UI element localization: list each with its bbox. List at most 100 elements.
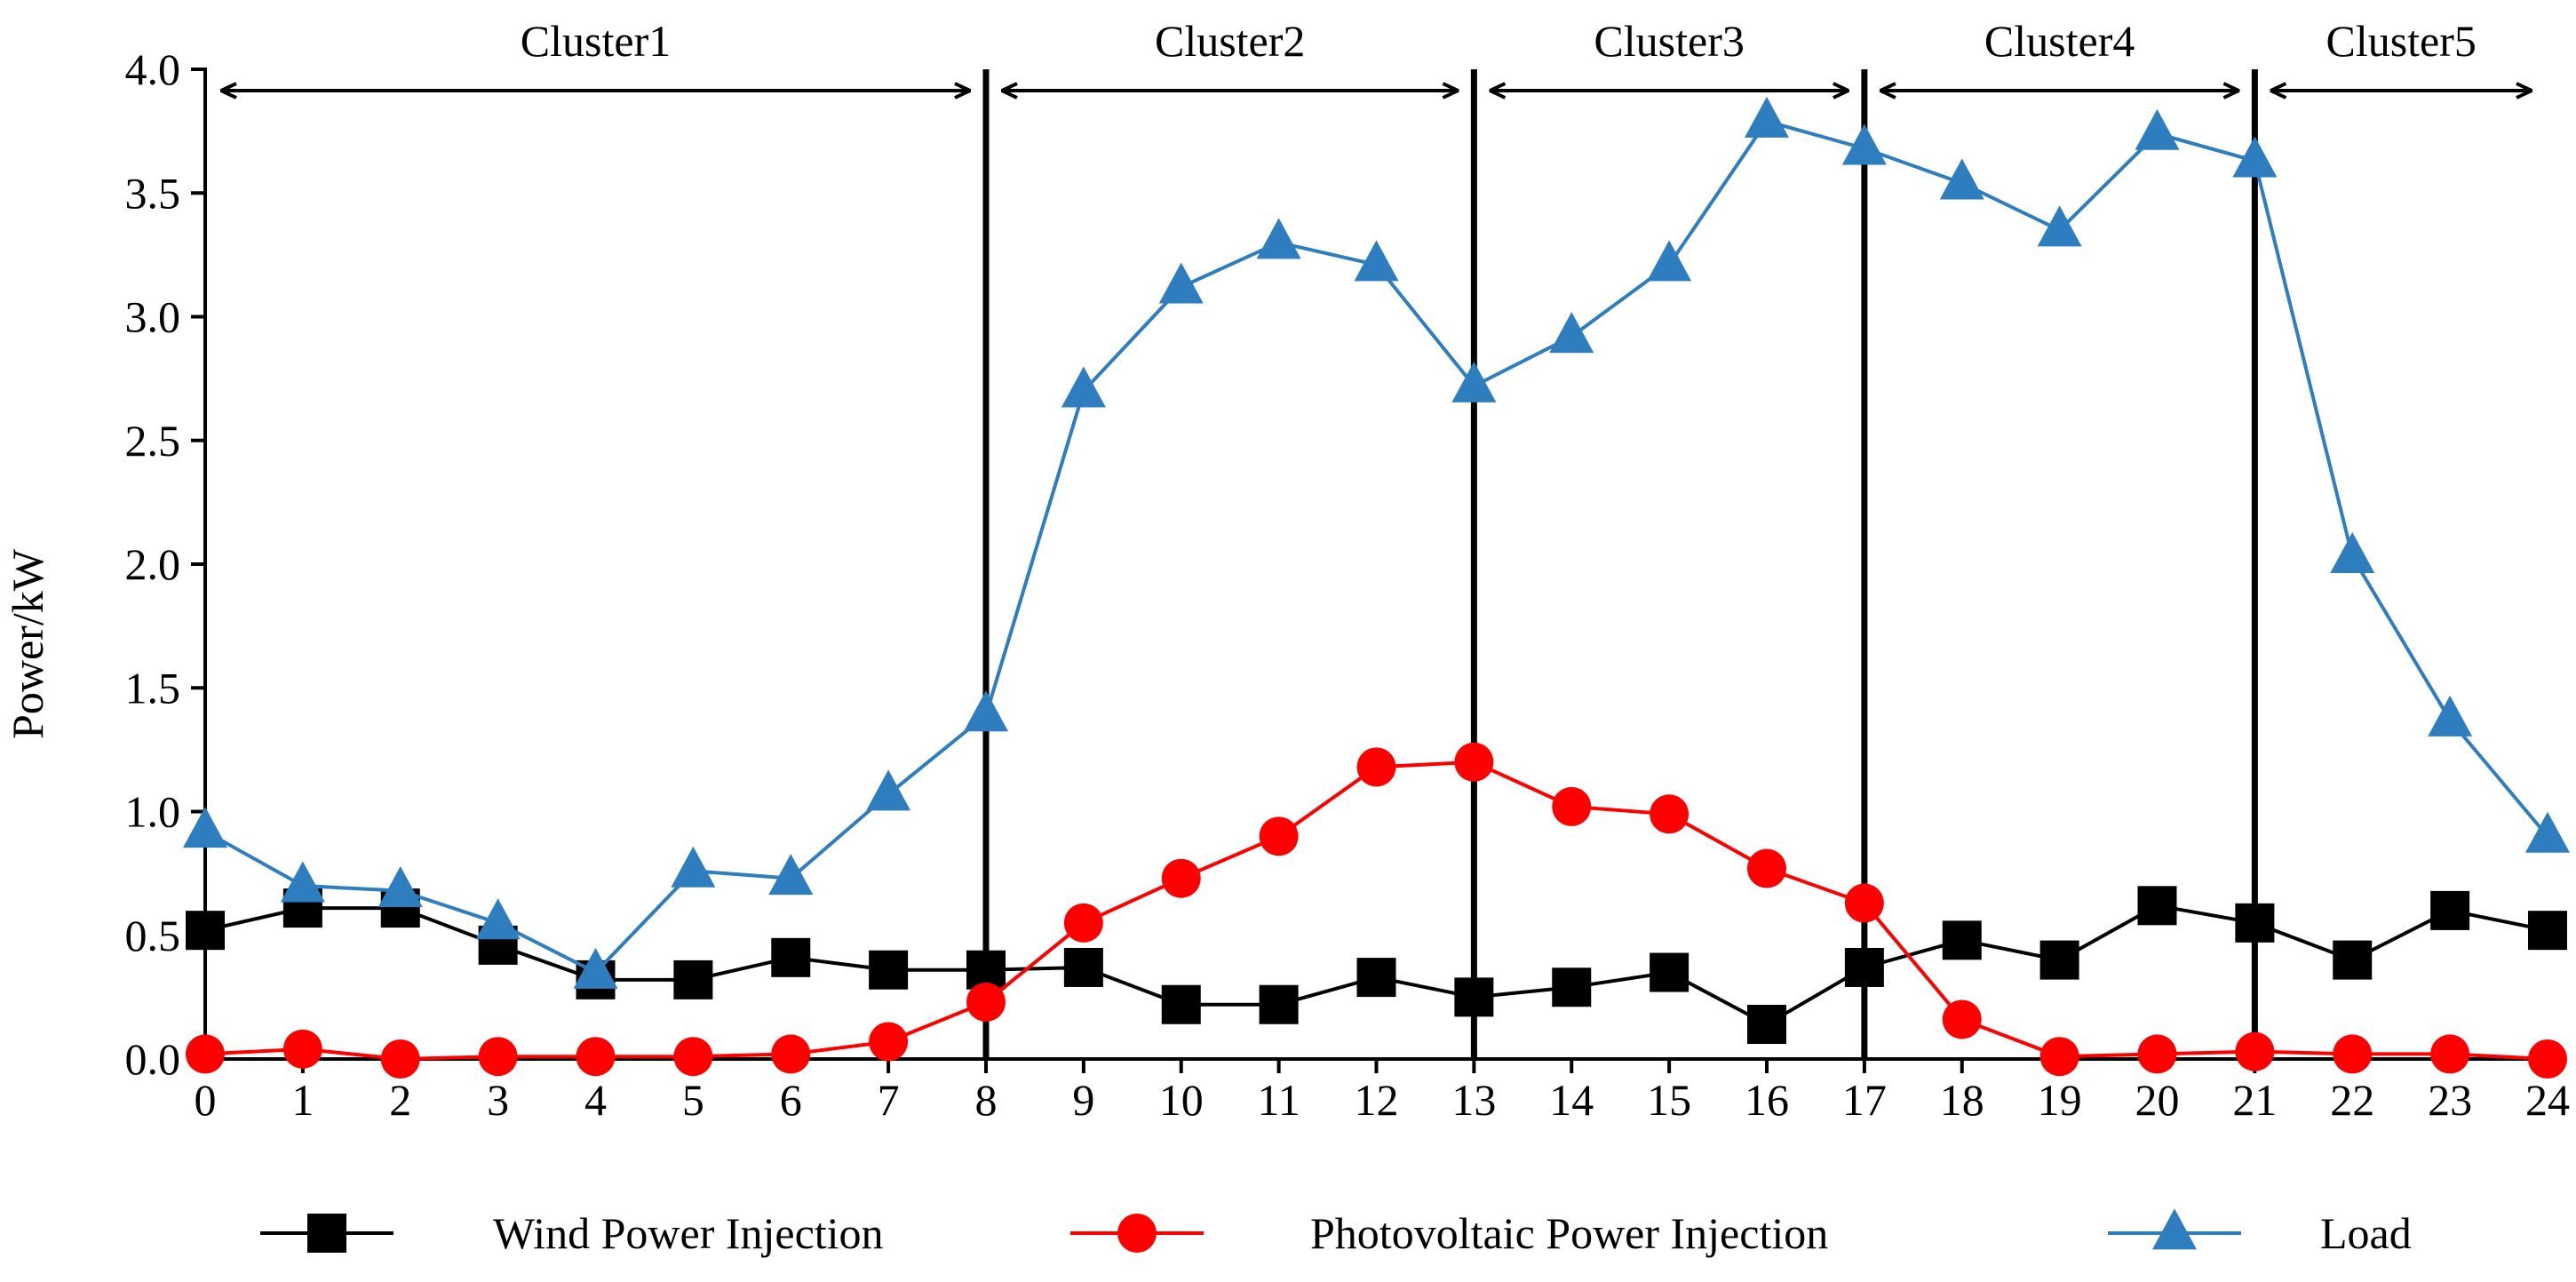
cluster-label: Cluster4 <box>1984 16 2135 66</box>
data-point-wind-power-injection <box>2235 903 2275 943</box>
y-tick-label: 2.5 <box>125 416 181 466</box>
data-point-wind-power-injection <box>2039 940 2079 980</box>
data-point-photovoltaic-power-injection <box>1356 747 1396 787</box>
data-point-wind-power-injection <box>1356 958 1396 998</box>
cluster-label: Cluster2 <box>1155 16 1305 66</box>
data-point-photovoltaic-power-injection <box>1942 999 1982 1039</box>
data-point-photovoltaic-power-injection <box>2430 1034 2470 1074</box>
y-tick-label: 4.0 <box>125 44 181 94</box>
data-point-photovoltaic-power-injection <box>1161 858 1201 898</box>
series-line-photovoltaic-power-injection <box>204 760 2548 1062</box>
data-point-photovoltaic-power-injection <box>1454 742 1494 782</box>
data-point-photovoltaic-power-injection <box>1747 848 1786 888</box>
x-tick-label: 22 <box>2330 1075 2374 1125</box>
data-point-wind-power-injection <box>869 950 909 990</box>
plot-area: 0.00.51.01.52.02.53.03.54.00 1 2 3 4 5 6 7 8 9 10 1… <box>125 16 2570 1125</box>
y-axis-title: Power/kW <box>3 548 52 739</box>
legend-label-load: Load <box>2320 1208 2412 1258</box>
data-point-load <box>280 861 325 903</box>
x-tick-label: 8 <box>975 1075 998 1125</box>
data-point-photovoltaic-power-injection <box>2333 1034 2373 1074</box>
x-tick-label: 18 <box>1940 1075 1984 1125</box>
data-point-load <box>1939 158 1984 200</box>
data-point-photovoltaic-power-injection <box>1259 816 1299 856</box>
data-point-load <box>573 947 618 989</box>
legend-marker-photovoltaic-power-injection <box>1117 1214 1157 1253</box>
data-point-wind-power-injection <box>2430 890 2470 930</box>
data-point-photovoltaic-power-injection <box>1063 903 1103 943</box>
data-point-wind-power-injection <box>1844 947 1884 987</box>
data-point-load <box>1841 123 1887 165</box>
data-point-load <box>2428 695 2473 737</box>
data-point-wind-power-injection <box>1161 984 1201 1024</box>
legend-label-wind-power-injection: Wind Power Injection <box>493 1208 884 1258</box>
cluster-label: Cluster3 <box>1594 16 1744 66</box>
x-tick-label: 6 <box>780 1075 802 1125</box>
x-tick-label: 2 <box>389 1075 411 1125</box>
legend-marker-load <box>2152 1208 2197 1250</box>
data-point-load <box>1549 312 1594 354</box>
x-tick-label: 12 <box>1355 1075 1399 1125</box>
data-point-wind-power-injection <box>673 960 713 999</box>
y-tick-label: 3.5 <box>125 168 181 218</box>
x-tick-label: 7 <box>878 1075 900 1125</box>
x-tick-label: 5 <box>682 1075 704 1125</box>
data-point-load <box>475 898 521 940</box>
x-tick-label: 4 <box>584 1075 607 1125</box>
x-tick-label: 19 <box>2038 1075 2082 1125</box>
data-point-load <box>2330 532 2375 574</box>
y-tick-label: 2.0 <box>125 539 181 589</box>
data-point-wind-power-injection <box>1063 947 1103 987</box>
data-point-load <box>2037 205 2082 247</box>
data-point-wind-power-injection <box>186 911 225 951</box>
data-point-photovoltaic-power-injection <box>2528 1039 2567 1079</box>
data-point-load <box>964 690 1008 732</box>
data-point-load <box>1256 218 1301 259</box>
data-point-wind-power-injection <box>1454 977 1494 1017</box>
data-point-photovoltaic-power-injection <box>966 982 1006 1022</box>
x-tick-label: 3 <box>487 1075 509 1125</box>
x-tick-label: 14 <box>1549 1075 1594 1125</box>
legend-marker-wind-power-injection <box>307 1214 346 1253</box>
data-point-wind-power-injection <box>2333 940 2373 980</box>
legend: Wind Power Injection Photovoltaic Power I… <box>260 1208 2412 1258</box>
data-point-wind-power-injection <box>1747 1005 1786 1045</box>
data-point-photovoltaic-power-injection <box>1650 794 1690 834</box>
data-point-load <box>2232 136 2278 178</box>
legend-label-photovoltaic-power-injection: Photovoltaic Power Injection <box>1310 1208 1828 1258</box>
data-point-load <box>1647 240 1692 282</box>
x-tick-label: 24 <box>2525 1075 2570 1125</box>
cluster-label: Cluster5 <box>2326 16 2476 66</box>
cluster-label: Cluster1 <box>521 16 671 66</box>
y-tick-label: 1.5 <box>125 663 181 713</box>
data-point-photovoltaic-power-injection <box>2137 1034 2177 1074</box>
x-tick-label: 17 <box>1842 1075 1887 1125</box>
data-point-load <box>2135 108 2180 150</box>
data-point-wind-power-injection <box>771 937 811 977</box>
x-tick-label: 1 <box>291 1075 314 1125</box>
data-point-photovoltaic-power-injection <box>1844 883 1884 923</box>
data-point-load <box>671 846 716 888</box>
data-point-photovoltaic-power-injection <box>282 1029 322 1069</box>
data-point-wind-power-injection <box>1259 984 1299 1024</box>
y-tick-label: 1.0 <box>125 787 181 837</box>
data-point-photovoltaic-power-injection <box>2235 1031 2275 1071</box>
y-tick-label: 0.0 <box>125 1034 181 1084</box>
data-point-photovoltaic-power-injection <box>771 1034 811 1074</box>
x-tick-label: 11 <box>1258 1075 1300 1125</box>
data-point-wind-power-injection <box>2137 886 2177 926</box>
data-point-load <box>1061 366 1106 408</box>
y-tick-label: 0.5 <box>125 911 181 960</box>
data-point-wind-power-injection <box>1552 967 1592 1007</box>
x-tick-label: 10 <box>1159 1075 1204 1125</box>
data-point-wind-power-injection <box>1650 952 1690 992</box>
data-point-load <box>378 866 423 908</box>
data-point-load <box>2525 811 2570 853</box>
data-point-photovoltaic-power-injection <box>1552 786 1592 826</box>
data-point-photovoltaic-power-injection <box>2039 1037 2079 1077</box>
data-point-photovoltaic-power-injection <box>869 1022 909 1062</box>
data-point-load <box>183 807 227 848</box>
x-tick-label: 21 <box>2232 1075 2277 1125</box>
x-tick-label: 0 <box>195 1075 217 1125</box>
x-tick-label: 13 <box>1451 1075 1496 1125</box>
